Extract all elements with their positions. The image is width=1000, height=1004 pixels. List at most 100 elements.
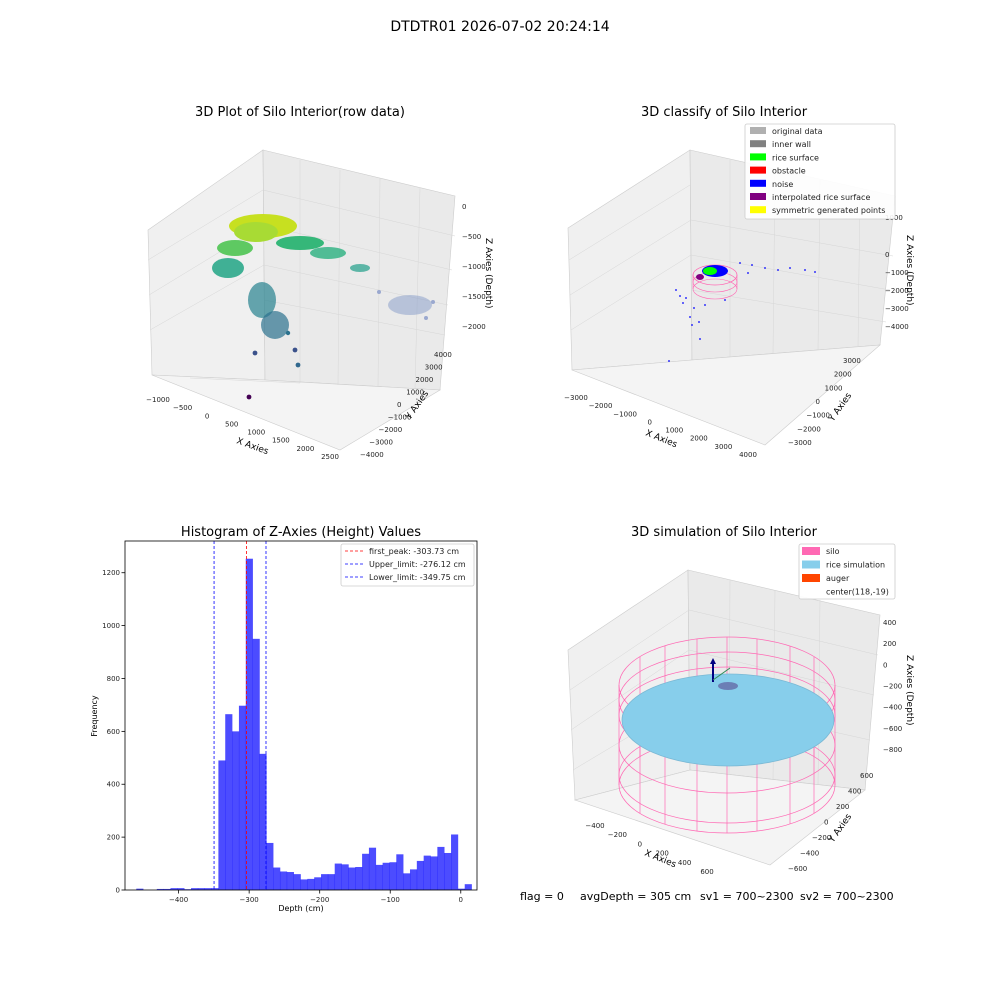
raw-3d-ytick: −2000 bbox=[379, 426, 403, 434]
simulation-3d-ytick: 600 bbox=[860, 772, 873, 780]
raw-3d-cloud bbox=[212, 214, 435, 400]
histogram-bars bbox=[136, 558, 472, 890]
histogram-ytick-label: 0 bbox=[116, 887, 120, 895]
simulation-3d-ztick: 400 bbox=[883, 619, 896, 627]
simulation-3d-title: 3D simulation of Silo Interior bbox=[631, 525, 818, 540]
classify-3d-xtick: −2000 bbox=[589, 402, 613, 410]
histogram-ytick-label: 200 bbox=[107, 834, 120, 842]
raw-3d-xtick: −1000 bbox=[146, 396, 170, 404]
raw-3d-ytick: 0 bbox=[397, 401, 401, 409]
raw-3d-xtick: −500 bbox=[173, 404, 192, 412]
simulation-legend-label: center(118,-19) bbox=[826, 588, 889, 597]
classify-3d-ytick: 3000 bbox=[843, 357, 861, 365]
simulation-legend-label: silo bbox=[826, 547, 840, 556]
histogram-bar bbox=[279, 871, 288, 890]
classify-3d-yticks: −3000 −2000 −1000 0 1000 2000 3000 bbox=[788, 357, 861, 447]
histogram-bar bbox=[396, 854, 404, 890]
histogram-bar bbox=[409, 869, 418, 890]
classify-3d-ztick: −3000 bbox=[885, 305, 909, 313]
histogram-legend-label: Lower_limit: -349.75 cm bbox=[369, 573, 466, 582]
classify-legend-swatch bbox=[750, 206, 766, 214]
raw-3d-ztick: −500 bbox=[462, 233, 481, 241]
classify-3d-zlabel: Z Axies (Depth) bbox=[904, 235, 914, 306]
histogram-bar bbox=[266, 842, 274, 890]
histogram-bar bbox=[327, 874, 336, 890]
histogram-legend: first_peak: -303.73 cm Upper_limit: -276.… bbox=[340, 543, 475, 587]
histogram-xticks: −400 −300 −200 −100 0 bbox=[169, 890, 463, 904]
simulation-3d-ztick: −800 bbox=[883, 746, 902, 754]
figure-suptitle: DTDTR01 2026-07-02 20:24:14 bbox=[390, 19, 609, 35]
histogram-bar bbox=[238, 705, 247, 890]
classify-3d-xtick: 1000 bbox=[665, 427, 683, 435]
classify-3d-xtick: 0 bbox=[647, 418, 651, 426]
histogram-bar bbox=[334, 863, 342, 890]
simulation-legend-swatch bbox=[802, 574, 820, 582]
classify-legend-label: inner wall bbox=[772, 140, 811, 149]
histogram-bar bbox=[314, 877, 322, 890]
histogram-legend-label: Upper_limit: -276.12 cm bbox=[369, 560, 466, 569]
classify-3d-ytick: −3000 bbox=[788, 439, 812, 447]
histogram-ytick-label: 800 bbox=[107, 675, 120, 683]
raw-3d-ytick: −3000 bbox=[369, 439, 393, 447]
simulation-3d-xticks: −400 −200 0 200 400 600 bbox=[585, 822, 713, 876]
histogram-bar bbox=[286, 872, 294, 890]
simulation-legend-swatch bbox=[802, 547, 820, 555]
histogram-bar bbox=[451, 834, 459, 890]
classify-3d-points bbox=[668, 262, 816, 362]
raw-3d-yticks: −4000 −3000 −2000 −1000 0 1000 2000 3000 4000 bbox=[360, 351, 452, 459]
simulation-legend: silo rice simulation auger center(118,-19) bbox=[798, 543, 896, 600]
classify-3d-zticks: 0 −1000 −2000 −3000 −4000 bbox=[885, 251, 909, 331]
histogram-bar bbox=[430, 856, 438, 890]
simulation-3d-xtick: −200 bbox=[608, 831, 627, 839]
raw-3d-xtick: 2500 bbox=[321, 453, 339, 461]
panel-histogram: Histogram of Z-Axies (Height) Values −40… bbox=[90, 525, 478, 913]
histogram-xlabel: Depth (cm) bbox=[278, 904, 323, 913]
raw-3d-xtick: 0 bbox=[205, 412, 209, 420]
classify-legend-label: interpolated rice surface bbox=[772, 193, 870, 202]
histogram-bar bbox=[170, 888, 178, 890]
simulation-3d-ytick: 200 bbox=[836, 803, 849, 811]
simulation-3d-zlabel: Z Axies (Depth) bbox=[904, 655, 914, 726]
simulation-3d-yticks: −600 −400 −200 0 200 400 600 bbox=[788, 772, 873, 873]
histogram-bar bbox=[232, 731, 240, 890]
classify-legend-label: original data bbox=[772, 127, 823, 136]
histogram-bar bbox=[416, 860, 424, 890]
rice-simulation-surface bbox=[621, 673, 835, 767]
histogram-bar bbox=[191, 888, 199, 890]
histogram-ytick-label: 400 bbox=[107, 781, 120, 789]
histogram-bar bbox=[375, 864, 383, 890]
histogram-bar bbox=[197, 888, 206, 890]
histogram-bar bbox=[341, 864, 349, 890]
raw-3d-ytick: 4000 bbox=[434, 351, 452, 359]
classify-3d-title: 3D classify of Silo Interior bbox=[641, 105, 808, 120]
histogram-bar bbox=[293, 874, 301, 890]
histogram-bar bbox=[403, 873, 411, 890]
histogram-bar bbox=[457, 888, 466, 890]
classify-3d-ytick: −1000 bbox=[806, 412, 830, 420]
footer-stats: flag = 0 avgDepth = 305 cm sv1 = 700~230… bbox=[520, 890, 894, 903]
simulation-3d-ytick: −600 bbox=[788, 865, 807, 873]
classify-3d-ylabel: Y Axies bbox=[827, 391, 855, 424]
classify-3d-ztick: −2000 bbox=[885, 287, 909, 295]
footer-avg-depth: avgDepth = 305 cm bbox=[580, 890, 691, 903]
raw-3d-ztick: −1000 bbox=[462, 263, 486, 271]
histogram-ytick-label: 1200 bbox=[102, 569, 120, 577]
simulation-3d-ytick: 0 bbox=[824, 819, 828, 827]
classify-legend-label: noise bbox=[772, 180, 793, 189]
histogram-bar bbox=[444, 852, 452, 890]
panel-simulation-3d: 3D simulation of Silo Interior bbox=[567, 525, 914, 876]
raw-3d-ztick: 0 bbox=[462, 203, 466, 211]
histogram-bar bbox=[437, 846, 445, 890]
histogram-bar bbox=[259, 753, 267, 890]
simulation-legend-swatch bbox=[802, 560, 820, 569]
histogram-legend-label: first_peak: -303.73 cm bbox=[369, 547, 459, 556]
histogram-bar bbox=[389, 862, 397, 890]
simulation-3d-ytick: −400 bbox=[800, 850, 819, 858]
footer-sv1: sv1 = 700~2300 bbox=[700, 890, 794, 903]
raw-3d-ztick: −2000 bbox=[462, 323, 486, 331]
histogram-bar bbox=[218, 760, 226, 890]
raw-3d-xtick: 500 bbox=[225, 420, 238, 428]
simulation-3d-xtick: 200 bbox=[656, 850, 669, 858]
